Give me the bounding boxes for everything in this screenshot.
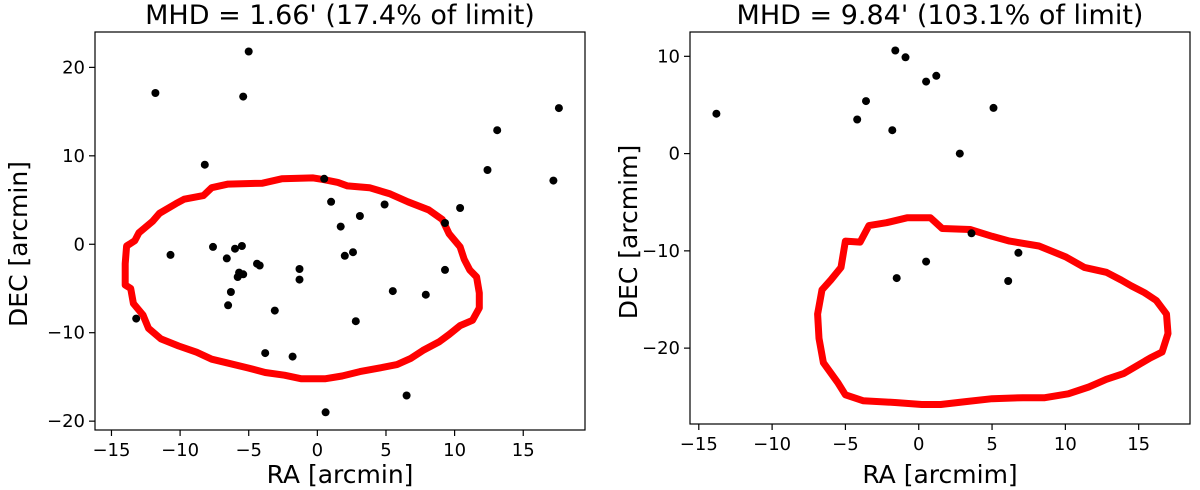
right-data-point [1014, 248, 1023, 257]
right-data-point [891, 46, 900, 55]
left-data-point [255, 261, 264, 270]
left-x-tick-label: −5 [235, 440, 262, 461]
left-data-point [209, 242, 217, 251]
left-data-point [166, 250, 175, 259]
right-y-tick-label: 0 [669, 144, 680, 165]
right-x-tick-label: 0 [913, 434, 924, 455]
left-data-point [549, 176, 558, 185]
right-data-point [1004, 277, 1013, 285]
left-data-point [270, 306, 279, 315]
right-y-tick-label: −20 [642, 338, 680, 359]
right-data-point [888, 126, 897, 135]
right-plot-frame [689, 31, 1191, 425]
left-data-point [320, 174, 329, 183]
right-y-tick-label: 10 [657, 46, 680, 67]
right-x-tick-label: −10 [753, 434, 791, 455]
left-x-tick-label: 0 [312, 440, 323, 461]
left-data-point [349, 248, 357, 257]
right-data-point [989, 103, 998, 112]
left-data-point [493, 126, 502, 135]
left-data-point [224, 301, 233, 310]
right-point-layer [712, 46, 1023, 285]
left-data-point [441, 265, 449, 274]
left-x-tick-label: 5 [380, 440, 391, 461]
left-x-tick-label: 15 [512, 440, 535, 461]
left-x-tick-label: −15 [92, 440, 130, 461]
left-data-point [351, 317, 360, 326]
left-y-tick-label: 0 [74, 234, 85, 255]
right-data-point [901, 53, 910, 62]
left-data-point [244, 47, 253, 56]
right-contour-layer [814, 214, 1172, 408]
right-x-tick-label: 15 [1127, 434, 1150, 455]
left-data-point [441, 219, 449, 227]
left-x-tick-label: −10 [161, 440, 199, 461]
left-y-tick-label: −10 [47, 323, 85, 344]
right-limit-contour [814, 214, 1172, 408]
left-data-point [421, 290, 430, 299]
right-data-point [922, 257, 931, 266]
right-data-point [853, 115, 862, 124]
left-data-point [239, 92, 248, 101]
left-data-point [226, 288, 235, 296]
left-x-tick-label: 10 [443, 440, 466, 461]
right-x-axis-label: RA [arcmim] [862, 460, 1017, 489]
right-x-tick-label: −5 [832, 434, 859, 455]
left-y-axis-label: DEC [arcmin] [4, 161, 33, 327]
left-point-layer [132, 47, 563, 417]
left-contour-layer [121, 174, 483, 383]
left-data-point [336, 222, 345, 231]
right-data-point [922, 77, 931, 86]
left-data-point [327, 197, 336, 206]
right-data-point [955, 149, 964, 158]
left-data-point [380, 200, 389, 209]
right-data-point [892, 274, 901, 283]
left-data-point [321, 408, 330, 417]
right-x-tick-label: 5 [986, 434, 997, 455]
left-data-point [233, 273, 242, 281]
left-plot-frame [94, 31, 586, 431]
right-scatter-panel: MHD = 9.84' (103.1% of limit) RA [arcmim… [614, 0, 1191, 489]
left-y-tick-label: 10 [62, 146, 85, 167]
left-data-point [231, 244, 239, 253]
left-data-point [483, 166, 492, 174]
left-scatter-panel: MHD = 1.66' (17.4% of limit) RA [arcmin]… [4, 0, 586, 489]
left-y-tick-label: 20 [62, 57, 85, 78]
left-limit-contour [121, 174, 483, 383]
left-data-point [261, 349, 270, 358]
left-data-point [340, 251, 349, 260]
right-data-point [712, 109, 721, 118]
left-chart-title: MHD = 1.66' (17.4% of limit) [145, 0, 535, 31]
right-y-tick-label: −10 [642, 241, 680, 262]
right-x-tick-label: −15 [680, 434, 718, 455]
left-data-point [388, 287, 397, 296]
left-data-point [222, 254, 231, 263]
left-data-point [237, 242, 246, 250]
left-data-point [355, 212, 364, 220]
left-data-point [295, 275, 304, 284]
left-data-point [132, 314, 141, 323]
left-data-point [200, 160, 209, 169]
right-data-point [862, 97, 870, 106]
left-y-tick-label: −20 [47, 411, 85, 432]
left-x-axis-label: RA [arcmin] [267, 460, 414, 489]
right-x-tick-label: 10 [1054, 434, 1077, 455]
left-data-point [151, 89, 160, 97]
left-data-point [295, 265, 304, 273]
right-data-point [932, 71, 941, 80]
left-axis-ticks: −15 −10 −5 0 5 10 15 −20 −10 0 10 20 [47, 57, 535, 461]
left-data-point [288, 352, 297, 361]
left-data-point [456, 204, 465, 212]
right-data-point [967, 229, 976, 238]
left-data-point [554, 104, 563, 113]
right-y-axis-label: DEC [arcmim] [614, 145, 643, 319]
right-chart-title: MHD = 9.84' (103.1% of limit) [737, 0, 1144, 31]
left-data-point [402, 391, 411, 400]
right-axis-ticks: −15 −10 −5 0 5 10 15 −20 −10 0 10 [642, 46, 1150, 455]
